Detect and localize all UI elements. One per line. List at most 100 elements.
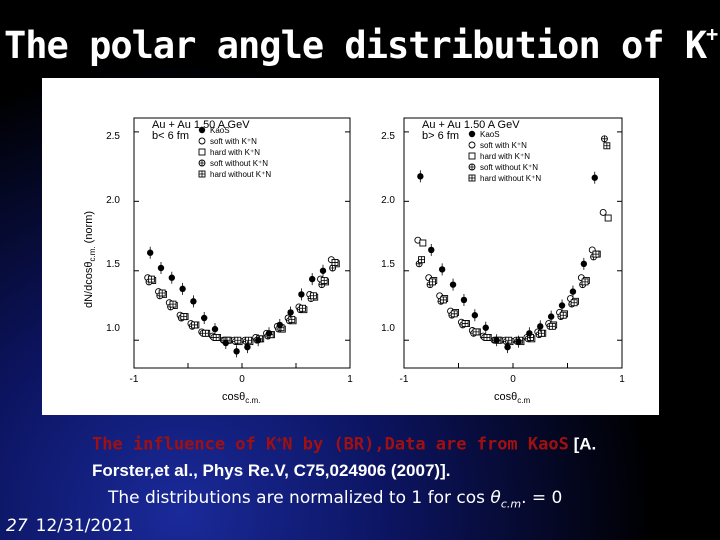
y-tick-label: 1.0 [381,323,395,334]
data-point [505,336,513,344]
data-point [538,329,545,337]
plot-area: KaoS soft with K⁺N hard with K⁺N soft witho… [133,117,351,369]
legend-label: KaoS [480,130,500,139]
panel-left-ylabel: dN/dcosθc.m. (norm) [83,211,97,308]
legend-label: hard without K⁺N [210,170,271,179]
data-point [265,330,273,337]
marker-shape [482,324,489,331]
data-point [212,333,220,341]
panel-left-ylabel-suffix: (norm) [83,211,95,246]
data-point [147,275,155,283]
marker-shape [493,337,500,344]
slide-footer: 27 12/31/2021 [6,516,134,536]
marker-shape [276,321,283,329]
data-point [201,329,209,337]
marker-cross [202,330,209,337]
theta-symbol: θ [490,488,501,508]
data-point [515,338,522,345]
marker-cross [191,321,198,328]
marker-cross [451,310,458,317]
data-point [287,309,294,316]
caption-line1: The influence of K [92,434,277,455]
slide-title-text: The polar angle distribution of K [4,24,707,67]
marker-shape [198,126,206,134]
data-point [450,310,458,318]
y-tick-label: 1.5 [106,259,120,270]
data-point [168,274,175,281]
marker-shape [604,214,612,222]
panel-right-cut: b> 6 fm [422,130,459,142]
marker-shape [591,174,598,181]
y-tick-label: 2.0 [381,195,395,206]
panel-left-xlabel-sub: c.m. [245,396,260,405]
normalization-note-end: . = 0 [521,488,563,508]
data-point [288,315,296,323]
x-tick-label: -1 [400,374,409,385]
legend-label: hard without K⁺N [480,174,541,183]
marker-cross [592,251,599,258]
marker-cross [483,334,490,341]
x-tick-label: 0 [510,374,516,385]
marker-shape [198,148,206,156]
data-point [483,333,491,341]
data-point [604,214,612,222]
slide-title: The polar angle distribution of K+ [4,22,718,67]
marker-shape [222,339,229,347]
data-point [147,249,154,256]
data-point [526,330,533,337]
legend-marker [198,159,206,167]
marker-shape [265,330,273,337]
data-point [482,324,489,331]
legend-marker [468,141,476,149]
marker-cross [505,337,512,344]
marker-shape [179,285,186,293]
marker-cross [440,296,447,303]
data-point [179,285,186,293]
panel-right-xlabel-main: cosθ [494,391,517,403]
data-point [417,173,424,180]
theta-subscript: c.m [500,497,522,511]
legend-label: soft with K⁺N [210,137,257,146]
marker-cross [199,171,205,177]
data-point [331,258,339,266]
legend-marker [468,152,476,160]
marker-shape [537,323,544,330]
panel-left-ylabel-sub: c.m. [88,246,97,261]
marker-cross [462,320,469,327]
marker-cross [170,301,176,308]
marker-cross [418,256,425,263]
legend-marker [468,130,476,138]
marker-shape [244,343,251,351]
data-point [439,296,447,304]
y-tick-label: 2.5 [381,131,395,142]
panel-left-xlabel-main: cosθ [222,391,245,403]
marker-shape [428,246,435,254]
marker-cross [234,337,241,344]
marker-shape [468,152,476,160]
panel-left-ylabel-main: dN/dcosθ [83,262,95,308]
marker-shape [157,264,165,272]
marker-cross [310,292,317,299]
slide-date: 12/31/2021 [35,516,134,536]
panel-right-xlabel: cosθc.m [494,391,530,405]
plot-area: KaoS soft with K⁺N hard with K⁺N soft witho… [403,117,623,369]
panel-left-xlabel: cosθc.m. [222,391,260,405]
marker-shape [211,325,219,333]
legend-label: KaoS [210,126,230,135]
marker-shape [471,312,479,319]
marker-shape [558,302,566,309]
marker-shape [255,337,262,344]
data-point [309,275,316,283]
data-point [548,322,556,330]
marker-shape [147,249,154,256]
marker-cross [560,312,567,319]
marker-shape [504,343,511,351]
caption-line1-rest: N by (BR),Data are from Kao [282,434,559,455]
marker-cross [549,323,556,330]
marker-shape [460,296,468,304]
legend-label: soft without K⁺N [480,163,538,172]
slide-number: 27 [6,516,28,536]
data-point [418,256,425,264]
data-point [471,312,479,319]
x-tick-label: 0 [239,374,245,385]
